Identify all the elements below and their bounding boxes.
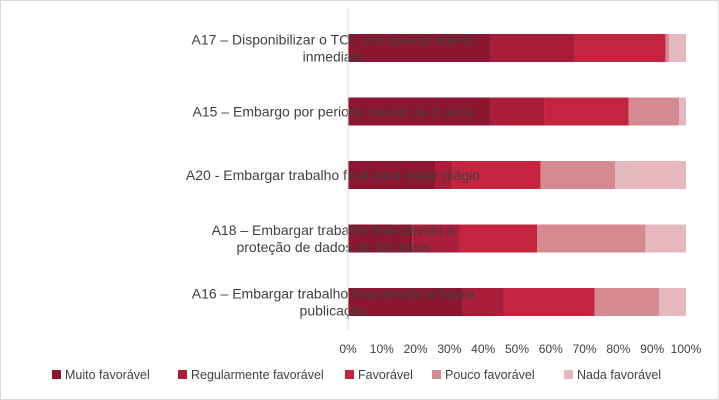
x-tick-label: 0% [339,342,357,356]
bar-segment [348,161,436,189]
x-tick-label: 70% [573,342,597,356]
legend-swatch [52,370,61,379]
bar-segment [435,161,453,189]
bar-segment [489,34,575,62]
bar-segment [489,97,545,126]
legend-label: Muito favorável [65,368,150,382]
legend-label: Pouco favorável [445,368,535,382]
bar-segment [615,161,686,189]
x-tick-label: 40% [471,342,495,356]
legend-swatch [178,370,187,379]
bar-segment [348,288,463,316]
bar-segment [537,224,646,253]
bar-segment [503,288,595,316]
bar-segment [348,224,413,253]
legend-swatch [432,370,441,379]
legend-swatch [564,370,573,379]
category-label: A18 – Embargar trabalho final devido a [212,222,455,238]
category-label: A16 – Embargar trabalho final devido a f… [192,286,475,302]
x-tick-label: 50% [505,342,529,356]
category-label: proteção de dados de terceiros [236,239,429,255]
bar-segment [412,224,460,253]
category-label: A15 – Embargo por periodo menor de 3 ano… [193,104,474,120]
bar-segment [540,161,616,189]
x-tick-label: 90% [640,342,664,356]
x-tick-label: 80% [606,342,630,356]
category-label: publicação [300,303,367,319]
bar-segment [594,288,659,316]
bar-segment [628,97,680,126]
legend-label: Nada favorável [577,368,661,382]
bar-segment [348,34,490,62]
x-tick-label: 20% [404,342,428,356]
category-label: A20 - Embargar trabalho final para evita… [186,167,480,183]
bar-segment [544,97,629,126]
legend-swatch [345,370,354,379]
bar-segment [645,224,686,253]
x-tick-label: 100% [671,342,702,356]
bar-segment [462,288,504,316]
bar-segment [665,34,670,62]
bar-segment [348,97,490,126]
x-tick-label: 30% [437,342,461,356]
bar-segment [669,34,686,62]
bar-segment [459,224,538,253]
category-label: inmediato [303,49,364,65]
bar-segment [452,161,541,189]
bar-segment [658,288,686,316]
bar-segment [574,34,666,62]
x-tick-label: 10% [370,342,394,356]
legend-label: Regularmente favorável [191,368,324,382]
bar-segment [679,97,686,126]
category-label: A17 – Disponibilizar o TCC em acesso abe… [192,32,475,48]
x-tick-label: 60% [539,342,563,356]
legend-label: Favorável [358,368,413,382]
